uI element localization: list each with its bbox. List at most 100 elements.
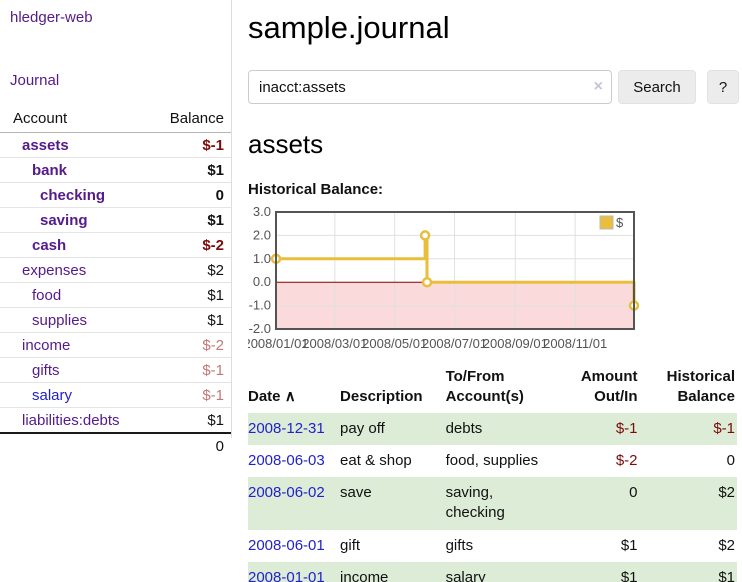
svg-text:2008/03/01: 2008/03/01 <box>302 336 367 351</box>
account-heading: assets <box>248 129 324 159</box>
account-balance: $-1 <box>202 136 224 154</box>
sidebar-account-assets[interactable]: assets <box>22 136 69 154</box>
svg-text:2.0: 2.0 <box>253 227 271 242</box>
svg-text:2008/11/01: 2008/11/01 <box>543 336 607 351</box>
transaction-date-link[interactable]: 2008-01-01 <box>248 568 325 582</box>
sidebar-item-journal[interactable]: Journal <box>10 72 60 89</box>
account-balance: $1 <box>207 286 224 304</box>
transaction-amount: $1 <box>620 568 638 582</box>
account-row: expenses $2 <box>0 257 231 282</box>
sidebar-account-checking[interactable]: checking <box>40 186 106 204</box>
sort-asc-icon: ∧ <box>284 388 296 406</box>
account-balance: $1 <box>207 411 224 429</box>
account-row: gifts $-1 <box>0 357 231 382</box>
svg-text:0.0: 0.0 <box>253 274 271 289</box>
svg-text:-2.0: -2.0 <box>249 321 271 336</box>
sidebar-account-gifts[interactable]: gifts <box>32 361 60 379</box>
transaction-description: gift <box>340 536 361 554</box>
register-header-date[interactable]: Date ∧ <box>248 364 340 413</box>
account-row: income $-2 <box>0 332 231 357</box>
account-row: supplies $1 <box>0 307 231 332</box>
transaction-date-link[interactable]: 2008-06-01 <box>248 536 325 554</box>
main-content: sample.journal × Search ? assets Histori… <box>248 0 742 582</box>
sidebar-account-liabilities-debts[interactable]: liabilities:debts <box>22 411 120 429</box>
svg-text:-1.0: -1.0 <box>249 298 271 313</box>
account-balance: $-2 <box>202 336 224 354</box>
account-balance: $1 <box>207 311 224 329</box>
sidebar-account-bank[interactable]: bank <box>32 161 68 179</box>
sidebar-account-saving[interactable]: saving <box>40 211 88 229</box>
account-row: saving $1 <box>0 207 231 232</box>
register-header-amount: Amount Out/In <box>580 368 638 406</box>
transaction-balance: 0 <box>726 451 735 469</box>
sidebar-account-salary[interactable]: salary <box>32 386 73 404</box>
account-balance: $1 <box>207 211 224 229</box>
search-input[interactable] <box>248 70 612 104</box>
account-row: salary $-1 <box>0 382 231 407</box>
transaction-balance: $2 <box>718 536 735 554</box>
register-table: Date ∧ Description To/From Account(s) Am… <box>248 364 737 582</box>
svg-text:$: $ <box>616 215 624 230</box>
sidebar-account-food[interactable]: food <box>32 286 62 304</box>
register-row: 2008-01-01 income salary $1 $1 <box>248 561 737 582</box>
account-balance: $-1 <box>202 361 224 379</box>
svg-text:1.0: 1.0 <box>253 251 271 266</box>
account-balance: $-1 <box>202 386 224 404</box>
transaction-accounts: debts <box>445 419 483 437</box>
account-balance: $1 <box>207 161 224 179</box>
register-row: 2008-06-01 gift gifts $1 $2 <box>248 530 737 562</box>
svg-text:3.0: 3.0 <box>253 204 271 219</box>
account-row: cash $-2 <box>0 232 231 257</box>
sidebar-account-expenses[interactable]: expenses <box>22 261 87 279</box>
transaction-balance: $-1 <box>713 419 735 437</box>
transaction-amount: $1 <box>620 536 638 554</box>
svg-text:2008/07/01: 2008/07/01 <box>422 336 487 351</box>
account-row: assets $-1 <box>0 133 231 157</box>
accounts-header-balance: Balance <box>169 110 224 127</box>
accounts-header-account: Account <box>13 110 68 127</box>
clear-search-icon[interactable]: × <box>593 78 603 95</box>
transaction-description: save <box>340 484 372 501</box>
legend-swatch <box>599 215 614 230</box>
transaction-description: pay off <box>340 419 385 437</box>
historical-balance-chart: 3.0 2.0 1.0 0.0 -1.0 -2.02008/01/012008/03/01… <box>248 204 640 351</box>
app-brand-link[interactable]: hledger-web <box>10 9 93 26</box>
svg-text:2008/09/01: 2008/09/01 <box>483 336 548 351</box>
search-form: × Search ? <box>248 70 742 104</box>
register-row: 2008-06-03 eat & shop food, supplies $-2… <box>248 445 737 477</box>
account-balance: $-2 <box>202 236 224 254</box>
register-row: 2008-06-02 save saving, checking 0 $2 <box>248 477 737 530</box>
account-row: food $1 <box>0 282 231 307</box>
chart-title: Historical Balance: <box>248 181 384 198</box>
help-button[interactable]: ? <box>707 70 739 104</box>
search-input-wrap: × <box>248 70 612 104</box>
transaction-description: eat & shop <box>340 451 412 469</box>
transaction-accounts: salary <box>445 568 486 582</box>
transaction-balance: $1 <box>718 568 735 582</box>
sidebar-account-cash[interactable]: cash <box>32 236 67 254</box>
transaction-accounts: food, supplies <box>445 451 539 469</box>
accounts-total: 0 <box>215 438 224 455</box>
account-balance: $2 <box>207 261 224 279</box>
sidebar: hledger-web Journal Account Balance asse… <box>0 0 232 455</box>
sidebar-account-supplies[interactable]: supplies <box>32 311 88 329</box>
transaction-date-link[interactable]: 2008-06-03 <box>248 451 325 469</box>
search-button[interactable]: Search <box>618 70 696 104</box>
transaction-amount: $-2 <box>615 451 638 469</box>
svg-text:2008/05/01: 2008/05/01 <box>362 336 427 351</box>
transaction-amount: $-1 <box>615 419 638 437</box>
register-header-accounts: To/From Account(s) <box>445 368 524 406</box>
account-row: bank $1 <box>0 157 231 182</box>
register-header-description: Description <box>340 388 423 406</box>
transaction-date-link[interactable]: 2008-06-02 <box>248 484 325 501</box>
transaction-description: income <box>340 568 389 582</box>
transaction-accounts: saving, checking <box>445 484 505 522</box>
transaction-date-link[interactable]: 2008-12-31 <box>248 419 325 437</box>
svg-text:2008/01/01: 2008/01/01 <box>248 336 309 351</box>
register-row: 2008-12-31 pay off debts $-1 $-1 <box>248 412 737 445</box>
sidebar-account-income[interactable]: income <box>22 336 71 354</box>
register-header-balance: Historical Balance <box>666 368 735 406</box>
accounts-tree: Account Balance assets $-1 bank $1 check… <box>0 105 231 459</box>
account-row: checking 0 <box>0 182 231 207</box>
